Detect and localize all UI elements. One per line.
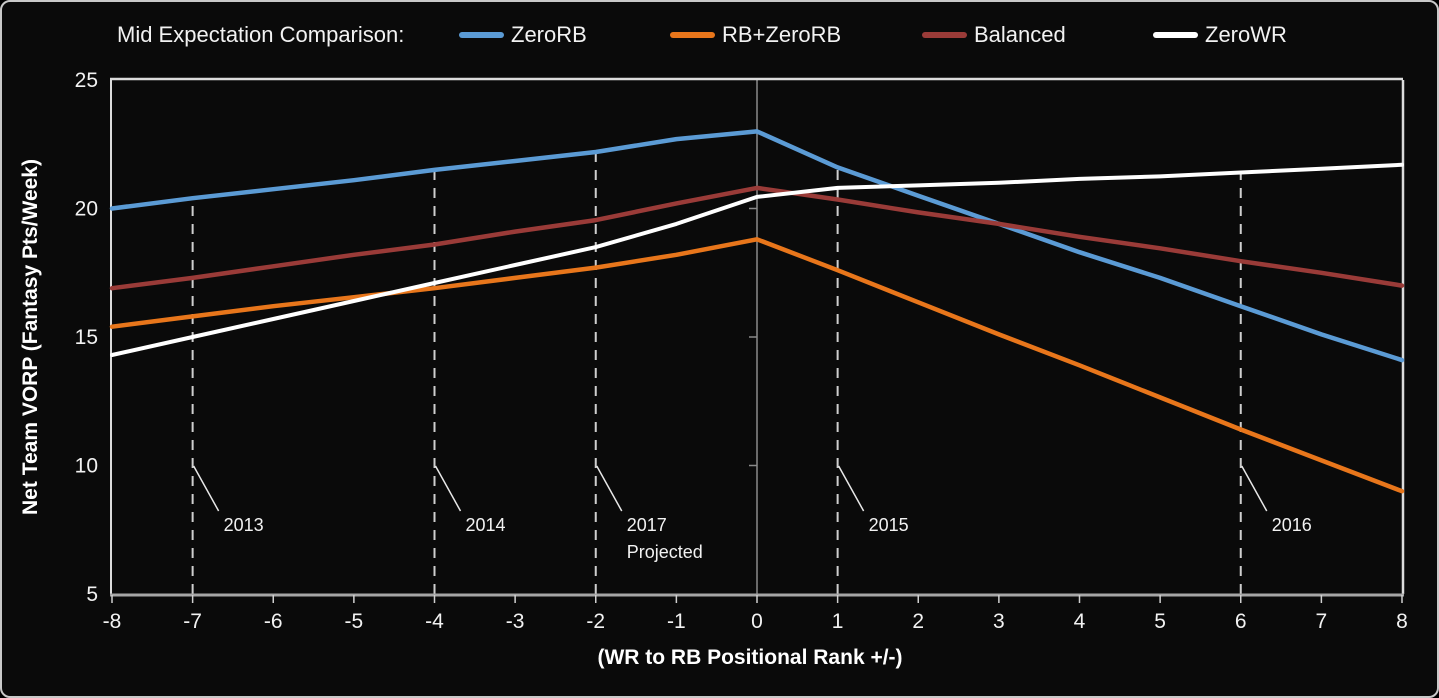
year-leader-line <box>837 465 865 512</box>
year-annotation-label: 2013 <box>224 515 264 535</box>
x-tick-label: -5 <box>345 610 364 633</box>
x-tick-label: 1 <box>832 610 844 633</box>
year-annotation-sublabel: Projected <box>627 542 703 562</box>
x-tick-label: -4 <box>425 610 444 633</box>
year-leader-line <box>192 465 220 512</box>
legend-item-balanced: Balanced <box>922 21 1066 48</box>
y-tick-label: 20 <box>75 198 98 221</box>
series-line-balanced <box>109 185 1405 291</box>
x-tick-label: 8 <box>1396 610 1408 633</box>
legend-label-balanced: Balanced <box>974 21 1066 47</box>
series-line-zerowr <box>110 162 1404 357</box>
x-tick-label: 7 <box>1316 610 1328 633</box>
legend-title: Mid Expectation Comparison: <box>117 22 405 47</box>
y-tick-label: 10 <box>75 455 98 478</box>
x-tick-label: -8 <box>103 610 122 633</box>
legend-item-zerorb: ZeroRB <box>459 21 587 48</box>
legend-item-rb-zerorb: RB+ZeroRB <box>670 21 841 48</box>
x-tick-label: -1 <box>667 610 686 633</box>
legend-swatch-balanced <box>922 31 967 38</box>
year-annotation-label: 2017 <box>627 515 667 535</box>
legend-swatch-rb-zerorb <box>670 31 715 38</box>
x-tick-label: 6 <box>1235 610 1247 633</box>
series-line-zerorb <box>109 129 1405 363</box>
x-tick-label: -2 <box>586 610 605 633</box>
year-leader-line <box>596 465 623 512</box>
x-tick-label: -3 <box>506 610 525 633</box>
year-annotation-label: 2014 <box>466 515 506 535</box>
series-line-rb-zerorb <box>109 237 1405 494</box>
x-tick-label: 0 <box>751 610 763 633</box>
year-annotation-label: 2016 <box>1272 515 1312 535</box>
y-axis-title: Net Team VORP (Fantasy Pts/Week) <box>19 159 42 515</box>
year-annotation-label: 2015 <box>869 515 909 535</box>
x-tick-label: -6 <box>264 610 283 633</box>
y-tick-label: 25 <box>75 69 98 92</box>
year-leader-line <box>1241 465 1268 512</box>
x-tick-label: -7 <box>183 610 202 633</box>
y-tick-label: 5 <box>86 583 98 606</box>
x-tick-label: 4 <box>1074 610 1086 633</box>
legend-label-rb-zerorb: RB+ZeroRB <box>722 21 842 47</box>
legend-label-zerowr: ZeroWR <box>1205 21 1287 47</box>
legend-swatch-zerowr <box>1153 31 1198 38</box>
x-tick-label: 3 <box>993 610 1005 633</box>
x-tick-label: 2 <box>912 610 924 633</box>
x-axis-title: (WR to RB Positional Rank +/-) <box>597 646 903 669</box>
legend-label-zerorb: ZeroRB <box>511 21 587 47</box>
year-leader-line <box>434 465 462 512</box>
legend-swatch-zerorb <box>459 31 504 38</box>
y-tick-label: 15 <box>75 326 98 349</box>
legend-item-zerowr: ZeroWR <box>1153 21 1287 48</box>
x-tick-label: 5 <box>1154 610 1166 633</box>
